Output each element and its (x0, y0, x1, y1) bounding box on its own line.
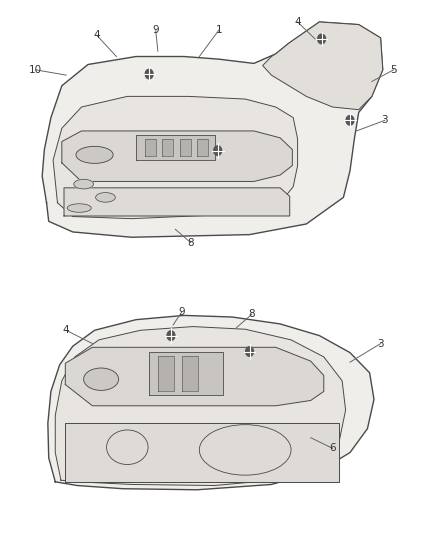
Polygon shape (55, 327, 346, 486)
Polygon shape (158, 356, 174, 391)
Text: 4: 4 (93, 30, 100, 41)
Polygon shape (53, 96, 297, 219)
Ellipse shape (106, 430, 148, 465)
Polygon shape (197, 139, 208, 157)
Polygon shape (64, 188, 290, 216)
Ellipse shape (76, 147, 113, 164)
Text: 8: 8 (187, 238, 194, 247)
Text: 4: 4 (63, 325, 70, 335)
Polygon shape (42, 22, 383, 237)
Circle shape (145, 69, 153, 79)
Text: 6: 6 (329, 443, 336, 453)
Polygon shape (263, 22, 383, 110)
Circle shape (167, 331, 175, 341)
Circle shape (246, 347, 254, 357)
Circle shape (214, 146, 222, 156)
Circle shape (318, 34, 325, 44)
Polygon shape (149, 352, 223, 395)
Ellipse shape (74, 179, 93, 189)
Text: 4: 4 (294, 17, 301, 27)
Text: 10: 10 (29, 65, 42, 75)
Polygon shape (65, 348, 324, 406)
Polygon shape (62, 131, 292, 181)
Polygon shape (136, 135, 215, 160)
Text: 5: 5 (390, 65, 397, 75)
Ellipse shape (95, 192, 115, 202)
Polygon shape (180, 139, 191, 157)
Circle shape (346, 116, 354, 125)
Text: 9: 9 (179, 306, 185, 317)
Polygon shape (145, 139, 155, 157)
Ellipse shape (67, 204, 91, 212)
Ellipse shape (84, 368, 119, 390)
Polygon shape (48, 316, 374, 490)
Text: 8: 8 (248, 309, 255, 319)
Ellipse shape (199, 425, 291, 475)
Text: 1: 1 (215, 25, 223, 35)
Polygon shape (65, 423, 339, 482)
Polygon shape (182, 356, 198, 391)
Text: 3: 3 (377, 338, 384, 349)
Polygon shape (162, 139, 173, 157)
Text: 9: 9 (152, 25, 159, 35)
Text: 3: 3 (381, 115, 388, 125)
